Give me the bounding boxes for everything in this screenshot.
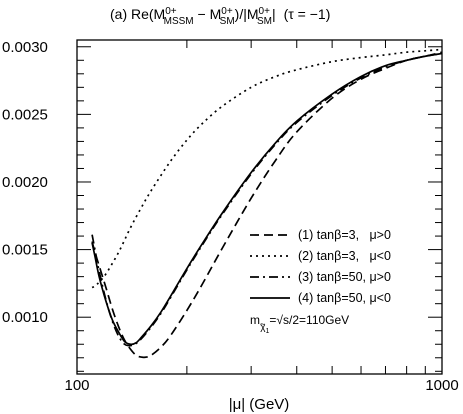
x-tick-label: 100 (64, 377, 89, 394)
plot-frame (76, 39, 443, 375)
x-axis-title: |μ| (GeV) (229, 396, 290, 413)
y-tick-label: 0.0025 (2, 106, 48, 123)
annotation-mass: m~χ1=√s/2=110GeV (250, 313, 349, 335)
series-curves (91, 48, 443, 359)
y-tick-label: 0.0030 (2, 39, 48, 56)
axis-tick-labels: 100 1000 0.0010 0.0015 0.0020 0.0025 0.0030 (2, 39, 459, 394)
legend-label-1: (1) tanβ=3, μ>0 (298, 228, 391, 242)
y-tick-label: 0.0015 (2, 242, 48, 259)
legend-label-3: (3) tanβ=50, μ>0 (298, 270, 391, 284)
series-line-4 (91, 52, 443, 346)
axis-ticks (76, 40, 443, 374)
series-line-1 (91, 51, 443, 359)
chart-title: (a) Re(M0+ MSSM − M0+ SM)/|M0+ SM| (τ = −1) (110, 6, 330, 27)
series-line-2 (91, 48, 443, 289)
legend-label-4: (4) tanβ=50, μ<0 (298, 291, 391, 305)
y-tick-label: 0.0010 (2, 309, 48, 326)
legend-label-2: (2) tanβ=3, μ<0 (298, 249, 391, 263)
legend: (1) tanβ=3, μ>0 (2) tanβ=3, μ<0 (3) tanβ=5… (250, 228, 391, 305)
y-tick-label: 0.0020 (2, 174, 48, 191)
x-tick-label: 1000 (425, 377, 458, 394)
